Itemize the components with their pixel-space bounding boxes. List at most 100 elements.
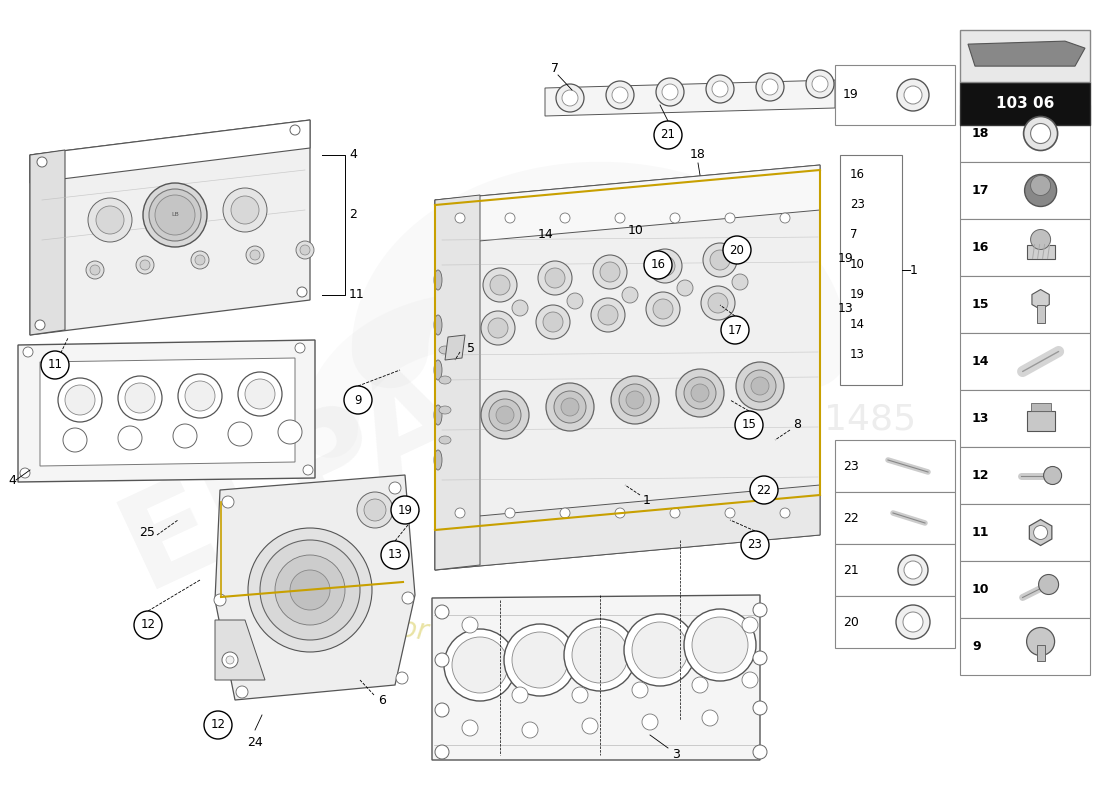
Circle shape (904, 86, 922, 104)
Circle shape (231, 196, 258, 224)
Ellipse shape (439, 406, 451, 414)
Bar (960, 447, 1090, 504)
Circle shape (496, 406, 514, 424)
Text: 13: 13 (838, 302, 854, 314)
Circle shape (562, 90, 578, 106)
Circle shape (646, 292, 680, 326)
Text: 5: 5 (468, 342, 475, 354)
Circle shape (1038, 574, 1058, 594)
Circle shape (662, 84, 678, 100)
Circle shape (723, 236, 751, 264)
Bar (960, 390, 1090, 447)
Circle shape (434, 653, 449, 667)
Circle shape (566, 293, 583, 309)
Circle shape (434, 745, 449, 759)
Circle shape (238, 372, 282, 416)
Polygon shape (544, 80, 835, 116)
Circle shape (195, 255, 205, 265)
Bar (1031, 402, 1050, 410)
Circle shape (561, 398, 579, 416)
Text: 18: 18 (690, 149, 706, 162)
Text: 1485: 1485 (824, 403, 916, 437)
Text: 19: 19 (397, 503, 412, 517)
Circle shape (358, 492, 393, 528)
Text: 20: 20 (843, 615, 859, 629)
Circle shape (246, 246, 264, 264)
Text: 10: 10 (628, 223, 643, 237)
Text: 19: 19 (843, 89, 859, 102)
Text: 6: 6 (378, 694, 386, 706)
Text: 11: 11 (47, 358, 63, 371)
Bar (960, 30, 1090, 82)
Circle shape (593, 255, 627, 289)
Circle shape (250, 250, 260, 260)
Circle shape (543, 312, 563, 332)
Circle shape (598, 305, 618, 325)
Circle shape (615, 213, 625, 223)
Circle shape (742, 617, 758, 633)
Circle shape (560, 508, 570, 518)
Circle shape (756, 73, 784, 101)
Circle shape (546, 383, 594, 431)
Circle shape (619, 384, 651, 416)
Circle shape (684, 377, 716, 409)
Circle shape (762, 79, 778, 95)
Circle shape (444, 629, 516, 701)
Circle shape (191, 251, 209, 269)
Polygon shape (18, 340, 315, 482)
Circle shape (302, 465, 313, 475)
Text: 20: 20 (729, 243, 745, 257)
Polygon shape (434, 485, 820, 570)
Text: 9: 9 (972, 640, 980, 653)
Circle shape (381, 541, 409, 569)
Text: 12: 12 (141, 618, 155, 631)
Circle shape (248, 528, 372, 652)
Circle shape (35, 320, 45, 330)
Circle shape (754, 603, 767, 617)
Polygon shape (30, 120, 310, 335)
Circle shape (344, 386, 372, 414)
Circle shape (222, 496, 234, 508)
Circle shape (676, 280, 693, 296)
Circle shape (701, 286, 735, 320)
Ellipse shape (434, 270, 442, 290)
Circle shape (670, 213, 680, 223)
Circle shape (20, 468, 30, 478)
Circle shape (155, 195, 195, 235)
Circle shape (455, 213, 465, 223)
Circle shape (96, 206, 124, 234)
Circle shape (606, 81, 634, 109)
Circle shape (710, 250, 730, 270)
Circle shape (143, 183, 207, 247)
Circle shape (896, 79, 929, 111)
Text: 15: 15 (741, 418, 757, 431)
Circle shape (118, 426, 142, 450)
Circle shape (720, 316, 749, 344)
Bar (960, 561, 1090, 618)
Circle shape (462, 617, 478, 633)
Circle shape (741, 531, 769, 559)
Bar (835, 65, 955, 125)
Circle shape (903, 612, 923, 632)
Circle shape (512, 300, 528, 316)
Circle shape (538, 261, 572, 295)
Bar (960, 276, 1090, 333)
Circle shape (1026, 627, 1055, 655)
Circle shape (656, 78, 684, 106)
Circle shape (653, 299, 673, 319)
Circle shape (275, 555, 345, 625)
Circle shape (582, 718, 598, 734)
Text: 2: 2 (349, 209, 356, 222)
Circle shape (434, 605, 449, 619)
Circle shape (754, 651, 767, 665)
Text: 103 06: 103 06 (996, 96, 1054, 111)
Circle shape (626, 391, 644, 409)
Circle shape (544, 268, 565, 288)
Circle shape (702, 710, 718, 726)
Ellipse shape (439, 376, 451, 384)
Circle shape (290, 125, 300, 135)
Circle shape (536, 305, 570, 339)
Text: 1: 1 (644, 494, 651, 506)
Circle shape (136, 256, 154, 274)
Text: 16: 16 (650, 258, 666, 271)
